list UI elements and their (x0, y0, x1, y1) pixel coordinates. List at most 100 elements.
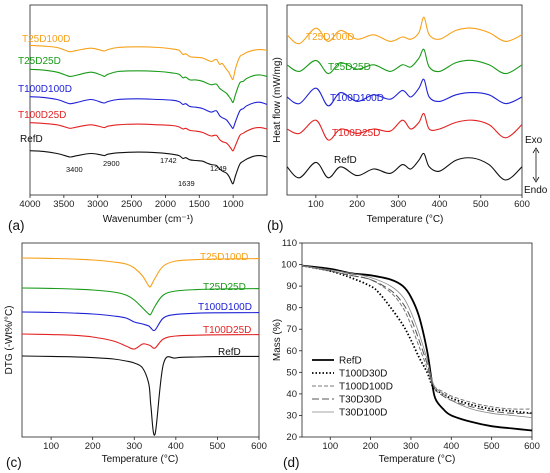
panel-d-legend-label-t30d30d: T30D30D (339, 395, 382, 406)
panel-b-xtick-label: 600 (514, 199, 530, 210)
panel-d-ytick-label: 80 (286, 303, 297, 314)
panel-b-arrowheads (532, 147, 540, 183)
panel-d-series-t30d100d (301, 265, 533, 418)
panel-c-label-t100d25d: T100D25D (203, 325, 251, 336)
panel-a-annot-1639: 1639 (178, 179, 195, 188)
panel-c-xtick-label: 100 (43, 441, 59, 452)
panel-d-legend-label-t100d100d: T100D100D (339, 382, 393, 393)
panel-b-ylabel: Heat flow (mW/mg) (272, 57, 283, 143)
panel-d-xtick-label: 500 (484, 441, 500, 452)
panel-b-label-t100d25d: T100D25D (332, 128, 380, 139)
panel-a-xtick-label: 1500 (189, 199, 210, 210)
panel-c-xticks: 100 200 300 400 500 600 (43, 437, 267, 452)
panel-a-xticks: 4000 3500 3000 2500 2000 1500 1000 (19, 195, 244, 210)
panel-b-label-t25d100d: T25D100D (306, 32, 354, 43)
panel-a-series-t100d25d (29, 122, 268, 152)
panel-c-xlabel: Temperature (°C) (102, 454, 179, 465)
panel-d-ytick-label: 70 (286, 324, 297, 335)
panel-a-series-t25d25d (29, 68, 268, 104)
panel-d-legend-label-t30d100d: T30D100D (339, 408, 387, 419)
panel-d-ylabel: Mass (%) (272, 319, 283, 361)
panel-d-series-t100d100d (301, 265, 533, 410)
panel-b-label-refd: RefD (334, 155, 357, 166)
panel-d-legend-label-refd: RefD (339, 356, 362, 367)
panel-a-xtick-label: 4000 (19, 199, 40, 210)
panel-b-exo-label: Exo (525, 135, 543, 146)
panel-d-xtick-label: 200 (363, 441, 379, 452)
panel-a-series-t100d100d (29, 96, 268, 129)
panel-d-xtick-label: 300 (403, 441, 419, 452)
panel-d-xtick-label: 400 (443, 441, 459, 452)
panel-a-xtick-label: 3500 (53, 199, 74, 210)
panel-a-frame (29, 4, 268, 196)
panel-b-xtick-label: 300 (390, 199, 406, 210)
panel-a-xtick-label: 2500 (121, 199, 142, 210)
panel-c-xtick-label: 600 (251, 441, 267, 452)
panel-b-xtick-label: 500 (473, 199, 489, 210)
panel-d-ytick-label: 40 (286, 389, 297, 400)
panel-b-xtick-label: 400 (432, 199, 448, 210)
panel-d-ytick-label: 20 (286, 432, 297, 443)
panel-d-xtick-label: 100 (322, 441, 338, 452)
panel-d-tag: (d) (283, 455, 300, 470)
panel-c-label-t100d100d: T100D100D (198, 302, 252, 313)
panel-d-ytick-label: 90 (286, 281, 297, 292)
panel-d-xtick-label: 600 (524, 441, 540, 452)
panel-a-tag: (a) (8, 218, 25, 233)
panel-b-xlabel: Temperature (°C) (367, 214, 444, 225)
panel-d-legend: RefD T100D30D T100D100D T30D30D T30D100D (312, 356, 393, 419)
panel-b-xticks: 100 200 300 400 500 600 (308, 195, 530, 210)
panel-a-xtick-label: 3000 (87, 199, 108, 210)
panel-a-label-refd: RefD (20, 134, 43, 145)
panel-b-series-t25d100d (286, 16, 523, 45)
panel-d-ytick-label: 110 (282, 238, 297, 249)
panel-a-annot-3400: 3400 (66, 165, 83, 174)
panel-c-tag: (c) (6, 455, 22, 470)
panel-d-frame (301, 242, 533, 438)
panel-b-xtick-label: 200 (349, 199, 365, 210)
panel-a-label-t25d25d: T25D25D (18, 56, 61, 67)
panel-b-frame (286, 4, 523, 196)
panel-a-label-t100d100d: T100D100D (18, 84, 72, 95)
panel-d-ytick-label: 60 (286, 346, 297, 357)
panel-b-series-t25d25d (286, 48, 523, 75)
panel-a-series-group (29, 44, 268, 185)
panel-a-series-refd (29, 150, 268, 185)
panel-d-legend-label-t100d30d: T100D30D (339, 369, 387, 380)
panel-c-xtick-label: 400 (168, 441, 184, 452)
panel-a: 4000 3500 3000 2500 2000 1500 1000 T25D100D T2… (8, 4, 268, 233)
panel-c: 100 200 300 400 500 600 T25D100D T25D25D T100… (4, 242, 267, 470)
panel-b-tag: (b) (267, 218, 284, 233)
panel-b-series-group (286, 16, 523, 181)
panel-c-series-refd (21, 355, 260, 436)
panel-c-frame (21, 242, 260, 438)
panel-c-series-t25d100d (21, 257, 260, 288)
panel-d-series-group (301, 264, 533, 432)
panel-d: 100 200 300 400 500 600 20 30 40 50 60 70 80 90 100 110… (272, 238, 540, 470)
panel-a-series-t25d100d (29, 44, 268, 81)
panel-c-ylabel: DTG (-Wt%/°C) (4, 306, 15, 375)
panel-c-xtick-label: 200 (85, 441, 101, 452)
panel-b: 100 200 300 400 500 600 T25D100D T25D25D T100… (267, 4, 548, 233)
panel-b-xtick-label: 100 (308, 199, 324, 210)
panel-c-series-t100d25d (21, 333, 260, 350)
panel-c-label-t25d100d: T25D100D (200, 252, 248, 263)
panel-b-endo-label: Endo (524, 185, 548, 196)
panel-c-xtick-label: 500 (209, 441, 225, 452)
panel-c-label-refd: RefD (218, 347, 241, 358)
panel-a-label-t100d25d: T100D25D (18, 110, 66, 121)
panel-b-label-t25d25d: T25D25D (328, 62, 371, 73)
panel-d-series-t100d30d (301, 264, 533, 415)
panel-c-series-t100d100d (21, 311, 260, 332)
panel-a-annot-1249: 1249 (210, 164, 227, 173)
panel-c-series-t25d25d (21, 287, 260, 316)
panel-a-label-t25d100d: T25D100D (22, 34, 70, 45)
panel-c-series-group (21, 257, 260, 436)
panel-d-ytick-label: 50 (286, 367, 297, 378)
panel-a-xtick-label: 2000 (155, 199, 176, 210)
panel-d-ytick-label: 30 (286, 410, 297, 421)
panel-b-series-refd (286, 152, 523, 181)
panel-c-xtick-label: 300 (126, 441, 142, 452)
panel-a-xtick-label: 1000 (223, 199, 244, 210)
